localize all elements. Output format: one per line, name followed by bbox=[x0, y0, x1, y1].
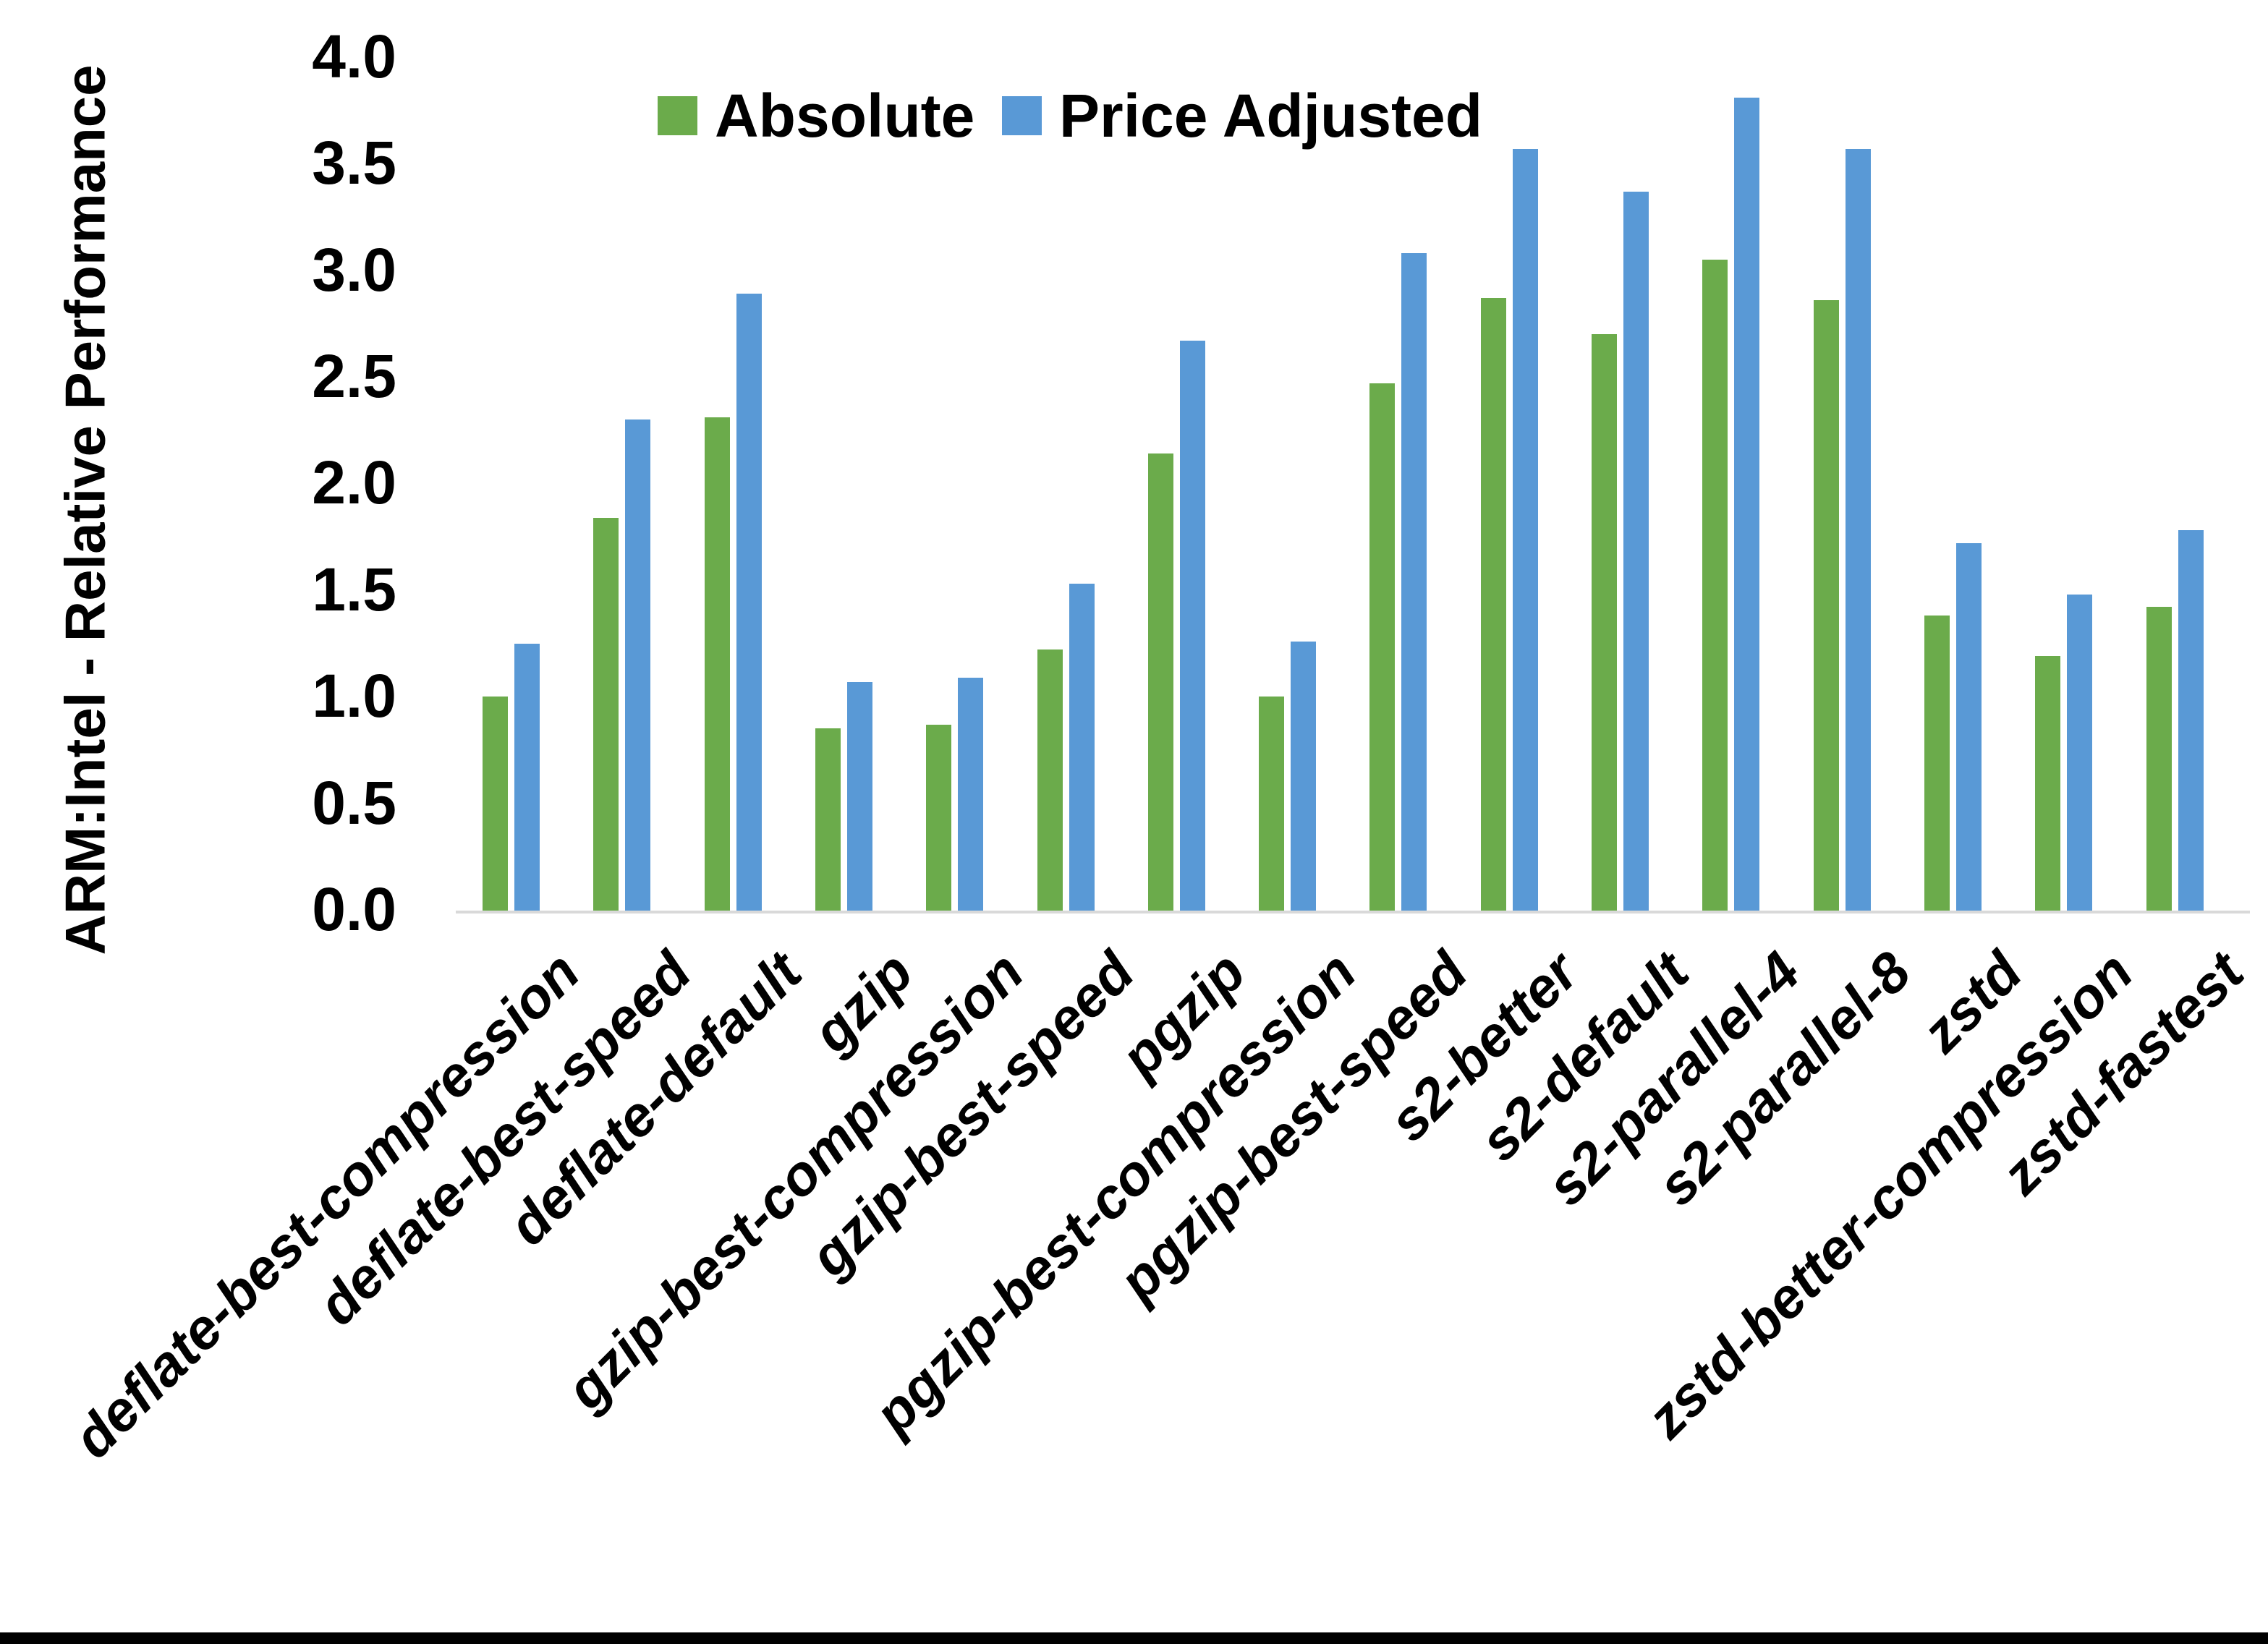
legend-item-absolute: Absolute bbox=[658, 75, 974, 156]
y-tick-label: 1.5 bbox=[312, 555, 396, 623]
y-tick-label: 3.0 bbox=[312, 235, 396, 304]
bar-price-adjusted-deflate-default bbox=[736, 294, 762, 912]
bar-price-adjusted-gzip bbox=[846, 681, 872, 912]
bar-absolute-s2-parallel-4 bbox=[1702, 259, 1728, 912]
bar-price-adjusted-zstd-better-compression bbox=[2067, 594, 2093, 912]
y-tick-label: 0.5 bbox=[312, 768, 396, 837]
bar-price-adjusted-gzip-best-compression bbox=[958, 677, 984, 912]
bar-absolute-zstd-better-compression bbox=[2035, 656, 2061, 912]
bar-price-adjusted-deflate-best-compression bbox=[514, 643, 540, 912]
bar-price-adjusted-zstd bbox=[1955, 542, 1982, 912]
legend-label-absolute: Absolute bbox=[715, 82, 975, 150]
bar-absolute-pgzip-best-speed bbox=[1369, 383, 1396, 912]
bar-price-adjusted-s2-default bbox=[1623, 191, 1649, 912]
bar-price-adjusted-s2-better bbox=[1512, 148, 1538, 912]
bar-price-adjusted-pgzip-best-compression bbox=[1291, 641, 1317, 912]
bar-price-adjusted-pgzip bbox=[1179, 340, 1205, 912]
figure-bottom-border bbox=[0, 1632, 2268, 1644]
bar-absolute-deflate-best-speed bbox=[593, 517, 619, 912]
bar-price-adjusted-zstd-fastest bbox=[2178, 530, 2204, 912]
bar-absolute-zstd-fastest bbox=[2146, 607, 2172, 912]
y-tick-label: 1.0 bbox=[312, 662, 396, 731]
bar-price-adjusted-gzip-best-speed bbox=[1069, 584, 1095, 912]
y-tick-label: 2.5 bbox=[312, 342, 396, 410]
bar-price-adjusted-pgzip-best-speed bbox=[1401, 253, 1427, 912]
bar-absolute-gzip bbox=[815, 728, 841, 912]
y-tick-label: 2.0 bbox=[312, 448, 396, 517]
legend-item-price-adjusted: Price Adjusted bbox=[1002, 75, 1482, 156]
bar-absolute-s2-better bbox=[1480, 297, 1506, 912]
bar-absolute-deflate-default bbox=[704, 417, 730, 912]
y-tick-label: 4.0 bbox=[312, 22, 396, 90]
bar-absolute-deflate-best-compression bbox=[483, 697, 508, 912]
bar-absolute-gzip-best-speed bbox=[1037, 649, 1063, 912]
y-tick-label: 3.5 bbox=[312, 129, 396, 197]
x-axis-line bbox=[456, 911, 2250, 913]
bar-absolute-s2-parallel-8 bbox=[1813, 299, 1839, 912]
legend-swatch-absolute-icon bbox=[658, 96, 697, 135]
bar-absolute-s2-default bbox=[1592, 334, 1617, 912]
bar-price-adjusted-s2-parallel-8 bbox=[1845, 148, 1871, 912]
bar-absolute-gzip-best-compression bbox=[926, 724, 952, 912]
bar-absolute-pgzip bbox=[1147, 453, 1173, 912]
bar-absolute-zstd bbox=[1924, 616, 1950, 912]
legend-label-price-adjusted: Price Adjusted bbox=[1059, 82, 1483, 150]
bar-price-adjusted-s2-parallel-4 bbox=[1734, 97, 1760, 912]
bar-absolute-pgzip-best-compression bbox=[1259, 697, 1285, 912]
legend-swatch-price-adjusted-icon bbox=[1002, 96, 1042, 135]
y-tick-label: 0.0 bbox=[312, 875, 396, 943]
bar-price-adjusted-deflate-best-speed bbox=[625, 419, 651, 912]
